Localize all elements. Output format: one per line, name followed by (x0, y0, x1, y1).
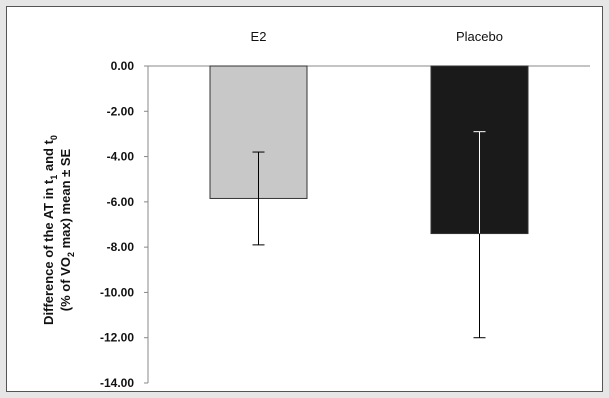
y-tick-label: -4.00 (107, 150, 135, 164)
y-tick-group: 0.00 -2.00 -4.00 -6.00 -8.00 -10.00 -12.00 -14.… (100, 59, 148, 390)
error-bar-group (252, 131, 486, 339)
y-tick-label: -10.00 (100, 285, 134, 299)
category-label-group: E2 Placebo (251, 29, 503, 44)
y-tick-label: -14.00 (100, 376, 134, 390)
y-tick-label: -2.00 (107, 104, 135, 118)
category-label: Placebo (456, 29, 503, 44)
y-tick-label: 0.00 (111, 59, 135, 73)
y-tick-label: -6.00 (107, 195, 135, 209)
category-label: E2 (251, 29, 267, 44)
y-axis-label-line1: Difference of the AT in t1 and t0 (41, 135, 59, 325)
y-tick-label: -12.00 (100, 331, 134, 345)
y-tick-label: -8.00 (107, 240, 135, 254)
bar-group (209, 65, 529, 235)
y-axis-label-line2: (% of VO2 max) mean ± SE (58, 148, 76, 311)
